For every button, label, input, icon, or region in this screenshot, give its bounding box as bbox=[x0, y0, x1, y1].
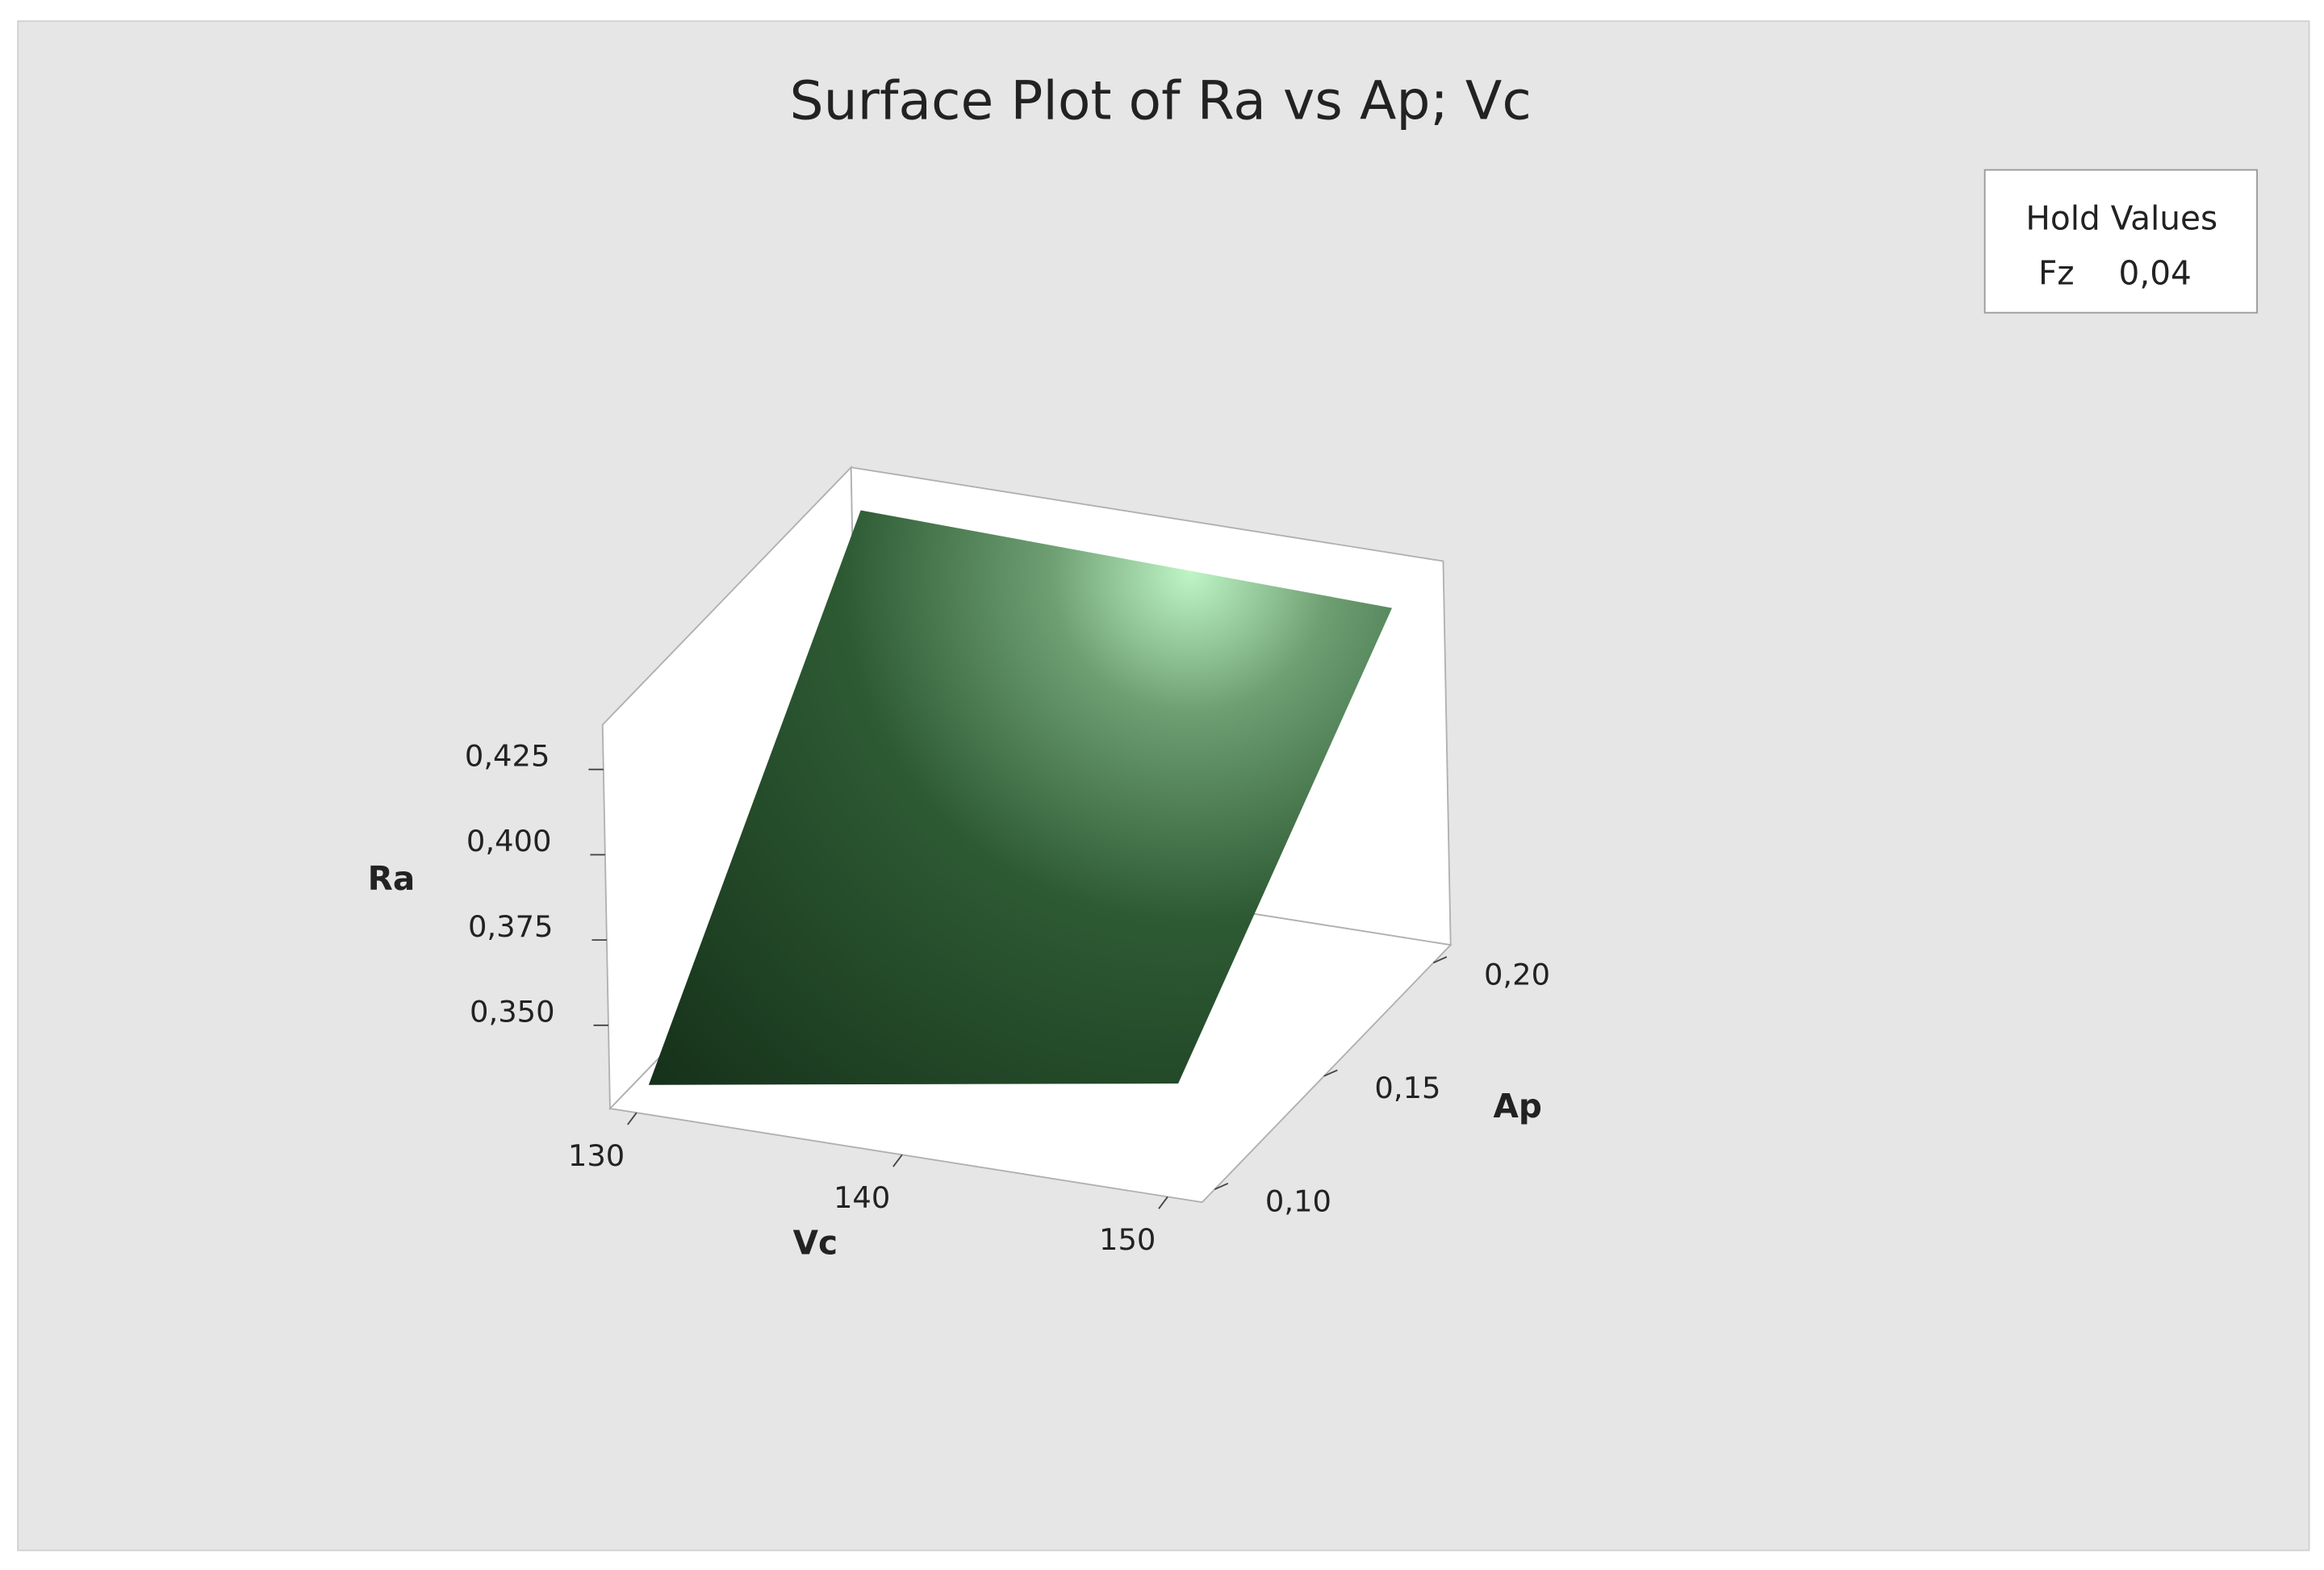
y-tick bbox=[1214, 1182, 1229, 1191]
x-tick-label: 140 bbox=[834, 1180, 890, 1215]
surface bbox=[648, 510, 1393, 1085]
x-axis-title: Vc bbox=[793, 1224, 838, 1263]
x-tick bbox=[627, 1112, 637, 1125]
y-axis-title: Ap bbox=[1493, 1087, 1541, 1125]
legend-name: Fz bbox=[2038, 254, 2075, 293]
y-tick-label: 0,10 bbox=[1265, 1184, 1331, 1218]
y-tick bbox=[1323, 1069, 1338, 1077]
legend: Hold Values Fz 0,04 bbox=[1983, 169, 2258, 314]
z-axis-title: Ra bbox=[368, 859, 416, 898]
y-tick bbox=[1432, 956, 1448, 964]
z-tick-label: 0,375 bbox=[468, 909, 554, 944]
chart-title: Surface Plot of Ra vs Ap; Vc bbox=[789, 69, 1531, 132]
x-tick-label: 130 bbox=[568, 1138, 625, 1173]
y-tick-label: 0,15 bbox=[1374, 1071, 1440, 1105]
x-tick bbox=[1158, 1196, 1168, 1209]
x-tick bbox=[892, 1154, 903, 1167]
y-tick-label: 0,20 bbox=[1484, 957, 1550, 992]
legend-value: 0,04 bbox=[2119, 254, 2192, 293]
legend-box bbox=[1983, 169, 2258, 314]
legend-title: Hold Values bbox=[2025, 198, 2217, 237]
z-tick-label: 0,350 bbox=[470, 995, 555, 1029]
z-tick-label: 0,400 bbox=[466, 824, 552, 858]
x-tick-label: 150 bbox=[1099, 1222, 1156, 1257]
z-tick-label: 0,425 bbox=[465, 738, 550, 773]
